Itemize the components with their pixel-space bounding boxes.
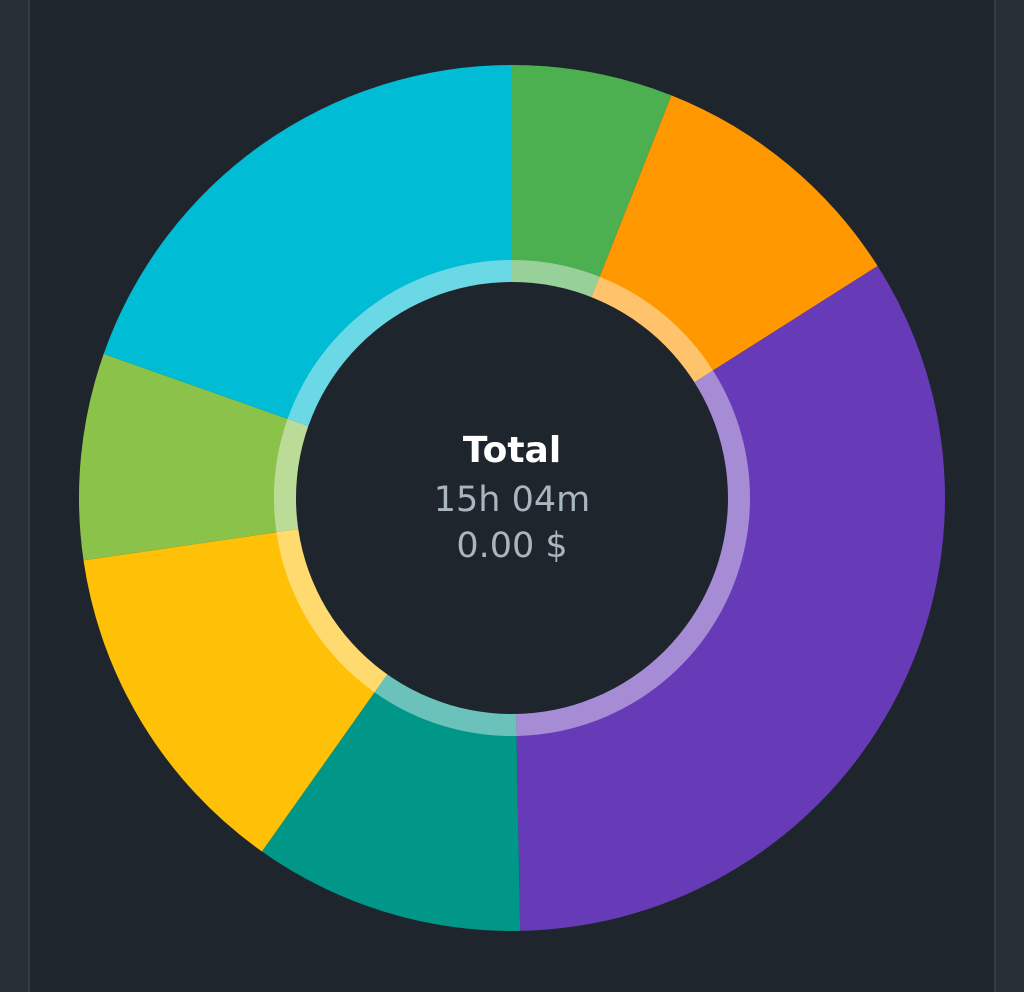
total-duration: 15h 04m <box>433 480 591 520</box>
donut-hole <box>296 282 728 714</box>
total-amount: 0.00 $ <box>456 526 568 566</box>
total-title: Total <box>462 430 562 471</box>
